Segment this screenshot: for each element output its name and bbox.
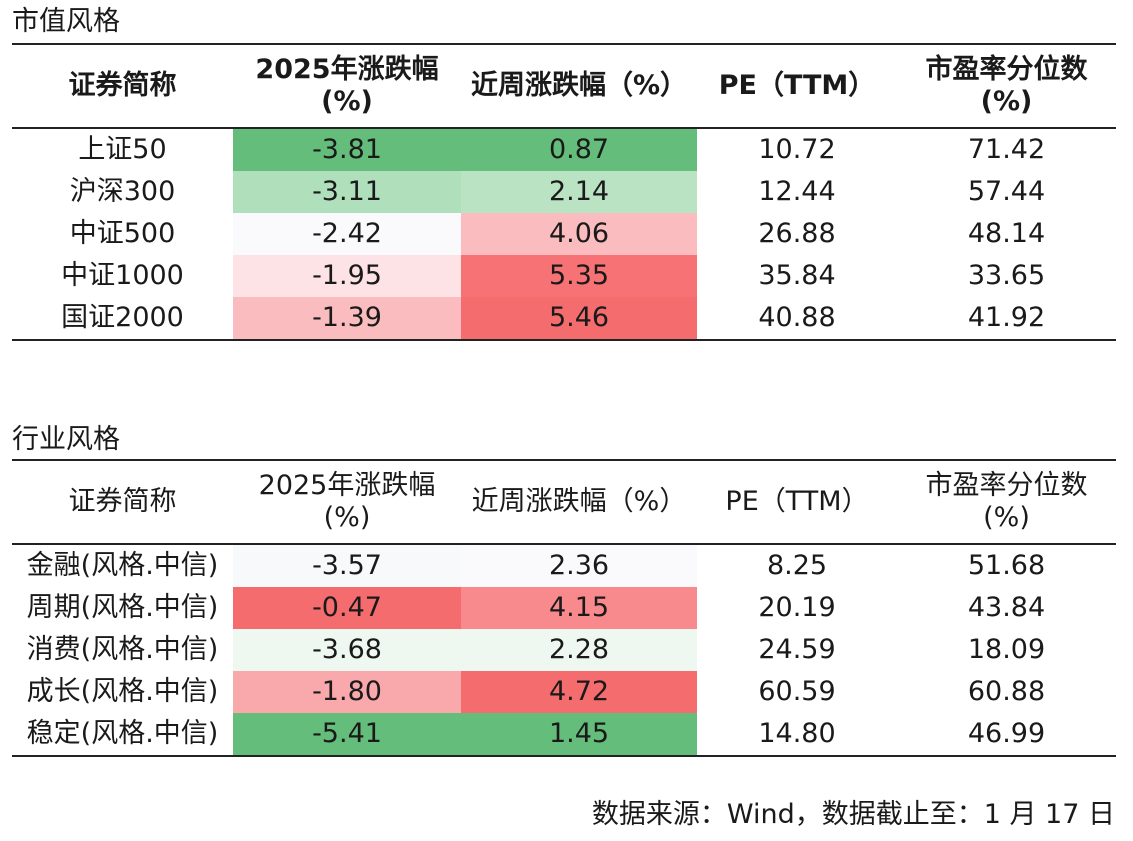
table-row: 稳定(风格.中信) -5.41 1.45 14.80 46.99	[12, 713, 1116, 756]
header-pct-line2: (%)	[983, 502, 1030, 533]
header-pe: PE（TTM）	[725, 486, 869, 517]
market-style-title: 市值风格	[12, 6, 120, 37]
header-week: 近周涨跌幅（%）	[470, 70, 688, 101]
cell-ytd: -5.41	[233, 713, 461, 756]
cell-pe: 20.19	[758, 592, 836, 623]
cell-ytd: -3.11	[233, 171, 461, 213]
cell-pct: 71.42	[967, 134, 1046, 165]
header-week: 近周涨跌幅（%）	[471, 486, 687, 517]
table-row: 金融(风格.中信) -3.57 2.36 8.25 51.68	[12, 544, 1116, 587]
cell-week: 2.28	[461, 629, 697, 671]
cell-pct: 57.44	[967, 176, 1046, 207]
cell-week: 2.36	[461, 544, 697, 587]
market-style-rows: 上证50 -3.81 0.87 10.72 71.42 沪深300 -3.11 …	[12, 128, 1116, 340]
table-header-row: 证券简称 2025年涨跌幅 (%) 近周涨跌幅（%） PE（TTM） 市盈率分位数…	[12, 460, 1116, 544]
table-header-row: 证券简称 2025年涨跌幅 (%) 近周涨跌幅（%） PE（TTM） 市盈率分位数…	[12, 44, 1116, 128]
cell-pe: 14.80	[758, 718, 836, 749]
table-row: 上证50 -3.81 0.87 10.72 71.42	[12, 128, 1116, 171]
cell-name: 成长(风格.中信)	[26, 676, 219, 707]
cell-pct: 46.99	[967, 718, 1046, 749]
header-pct-line1: 市盈率分位数	[925, 54, 1088, 85]
table-row: 国证2000 -1.39 5.46 40.88 41.92	[12, 297, 1116, 340]
cell-ytd: -2.42	[233, 213, 461, 255]
industry-style-rows: 金融(风格.中信) -3.57 2.36 8.25 51.68 周期(风格.中信…	[12, 544, 1116, 756]
cell-pct: 43.84	[967, 592, 1046, 623]
cell-pct: 18.09	[967, 634, 1046, 665]
header-pct-line2: (%)	[980, 86, 1033, 117]
cell-pe: 8.25	[766, 550, 828, 581]
cell-pe: 60.59	[758, 676, 836, 707]
header-ytd-line1: 2025年涨跌幅	[255, 54, 439, 85]
industry-style-title: 行业风格	[12, 424, 120, 455]
cell-name: 周期(风格.中信)	[26, 592, 219, 623]
cell-week: 5.46	[461, 297, 697, 340]
cell-name: 消费(风格.中信)	[26, 634, 219, 665]
cell-pct: 60.88	[967, 676, 1046, 707]
cell-week: 4.15	[461, 587, 697, 629]
cell-pe: 35.84	[758, 260, 836, 291]
table-row: 中证1000 -1.95 5.35 35.84 33.65	[12, 255, 1116, 297]
cell-name: 上证50	[78, 134, 167, 165]
header-ytd: 2025年涨跌幅 (%)	[233, 44, 461, 128]
header-pct: 市盈率分位数 (%)	[897, 44, 1116, 128]
cell-pe: 10.72	[758, 134, 836, 165]
header-ytd-line1: 2025年涨跌幅	[258, 470, 436, 501]
cell-pe: 40.88	[758, 302, 836, 333]
cell-ytd: -0.47	[233, 587, 461, 629]
table-row: 中证500 -2.42 4.06 26.88 48.14	[12, 213, 1116, 255]
cell-pe: 12.44	[758, 176, 836, 207]
header-pct: 市盈率分位数 (%)	[897, 460, 1116, 544]
cell-ytd: -3.81	[233, 128, 461, 171]
cell-ytd: -1.95	[233, 255, 461, 297]
table-row: 周期(风格.中信) -0.47 4.15 20.19 43.84	[12, 587, 1116, 629]
cell-week: 4.72	[461, 671, 697, 713]
cell-name: 金融(风格.中信)	[26, 550, 219, 581]
cell-name: 中证500	[69, 218, 176, 249]
cell-pct: 48.14	[967, 218, 1046, 249]
cell-week: 1.45	[461, 713, 697, 756]
cell-ytd: -1.80	[233, 671, 461, 713]
header-pe: PE（TTM）	[718, 70, 876, 101]
header-name: 证券简称	[68, 70, 177, 101]
market-style-table: 证券简称 2025年涨跌幅 (%) 近周涨跌幅（%） PE（TTM） 市盈率分位数…	[12, 43, 1116, 341]
table-row: 消费(风格.中信) -3.68 2.28 24.59 18.09	[12, 629, 1116, 671]
cell-pct: 41.92	[967, 302, 1046, 333]
cell-ytd: -1.39	[233, 297, 461, 340]
header-pct-line1: 市盈率分位数	[925, 470, 1088, 501]
cell-week: 5.35	[461, 255, 697, 297]
cell-name: 沪深300	[69, 176, 176, 207]
cell-ytd: -3.57	[233, 544, 461, 587]
data-source-note: 数据来源：Wind，数据截止至：1 月 17 日	[591, 799, 1115, 830]
cell-pe: 24.59	[758, 634, 836, 665]
header-ytd-line2: (%)	[321, 86, 373, 117]
cell-pe: 26.88	[758, 218, 836, 249]
table-row: 成长(风格.中信) -1.80 4.72 60.59 60.88	[12, 671, 1116, 713]
industry-style-table: 证券简称 2025年涨跌幅 (%) 近周涨跌幅（%） PE（TTM） 市盈率分位数…	[12, 459, 1116, 757]
cell-name: 国证2000	[61, 302, 184, 333]
cell-name: 中证1000	[61, 260, 184, 291]
header-ytd: 2025年涨跌幅 (%)	[233, 460, 461, 544]
header-ytd-line2: (%)	[323, 502, 371, 533]
cell-week: 0.87	[461, 128, 697, 171]
table-row: 沪深300 -3.11 2.14 12.44 57.44	[12, 171, 1116, 213]
header-name: 证券简称	[68, 486, 177, 517]
cell-pct: 33.65	[967, 260, 1046, 291]
cell-week: 2.14	[461, 171, 697, 213]
cell-name: 稳定(风格.中信)	[26, 718, 219, 749]
cell-ytd: -3.68	[233, 629, 461, 671]
cell-pct: 51.68	[967, 550, 1046, 581]
cell-week: 4.06	[461, 213, 697, 255]
